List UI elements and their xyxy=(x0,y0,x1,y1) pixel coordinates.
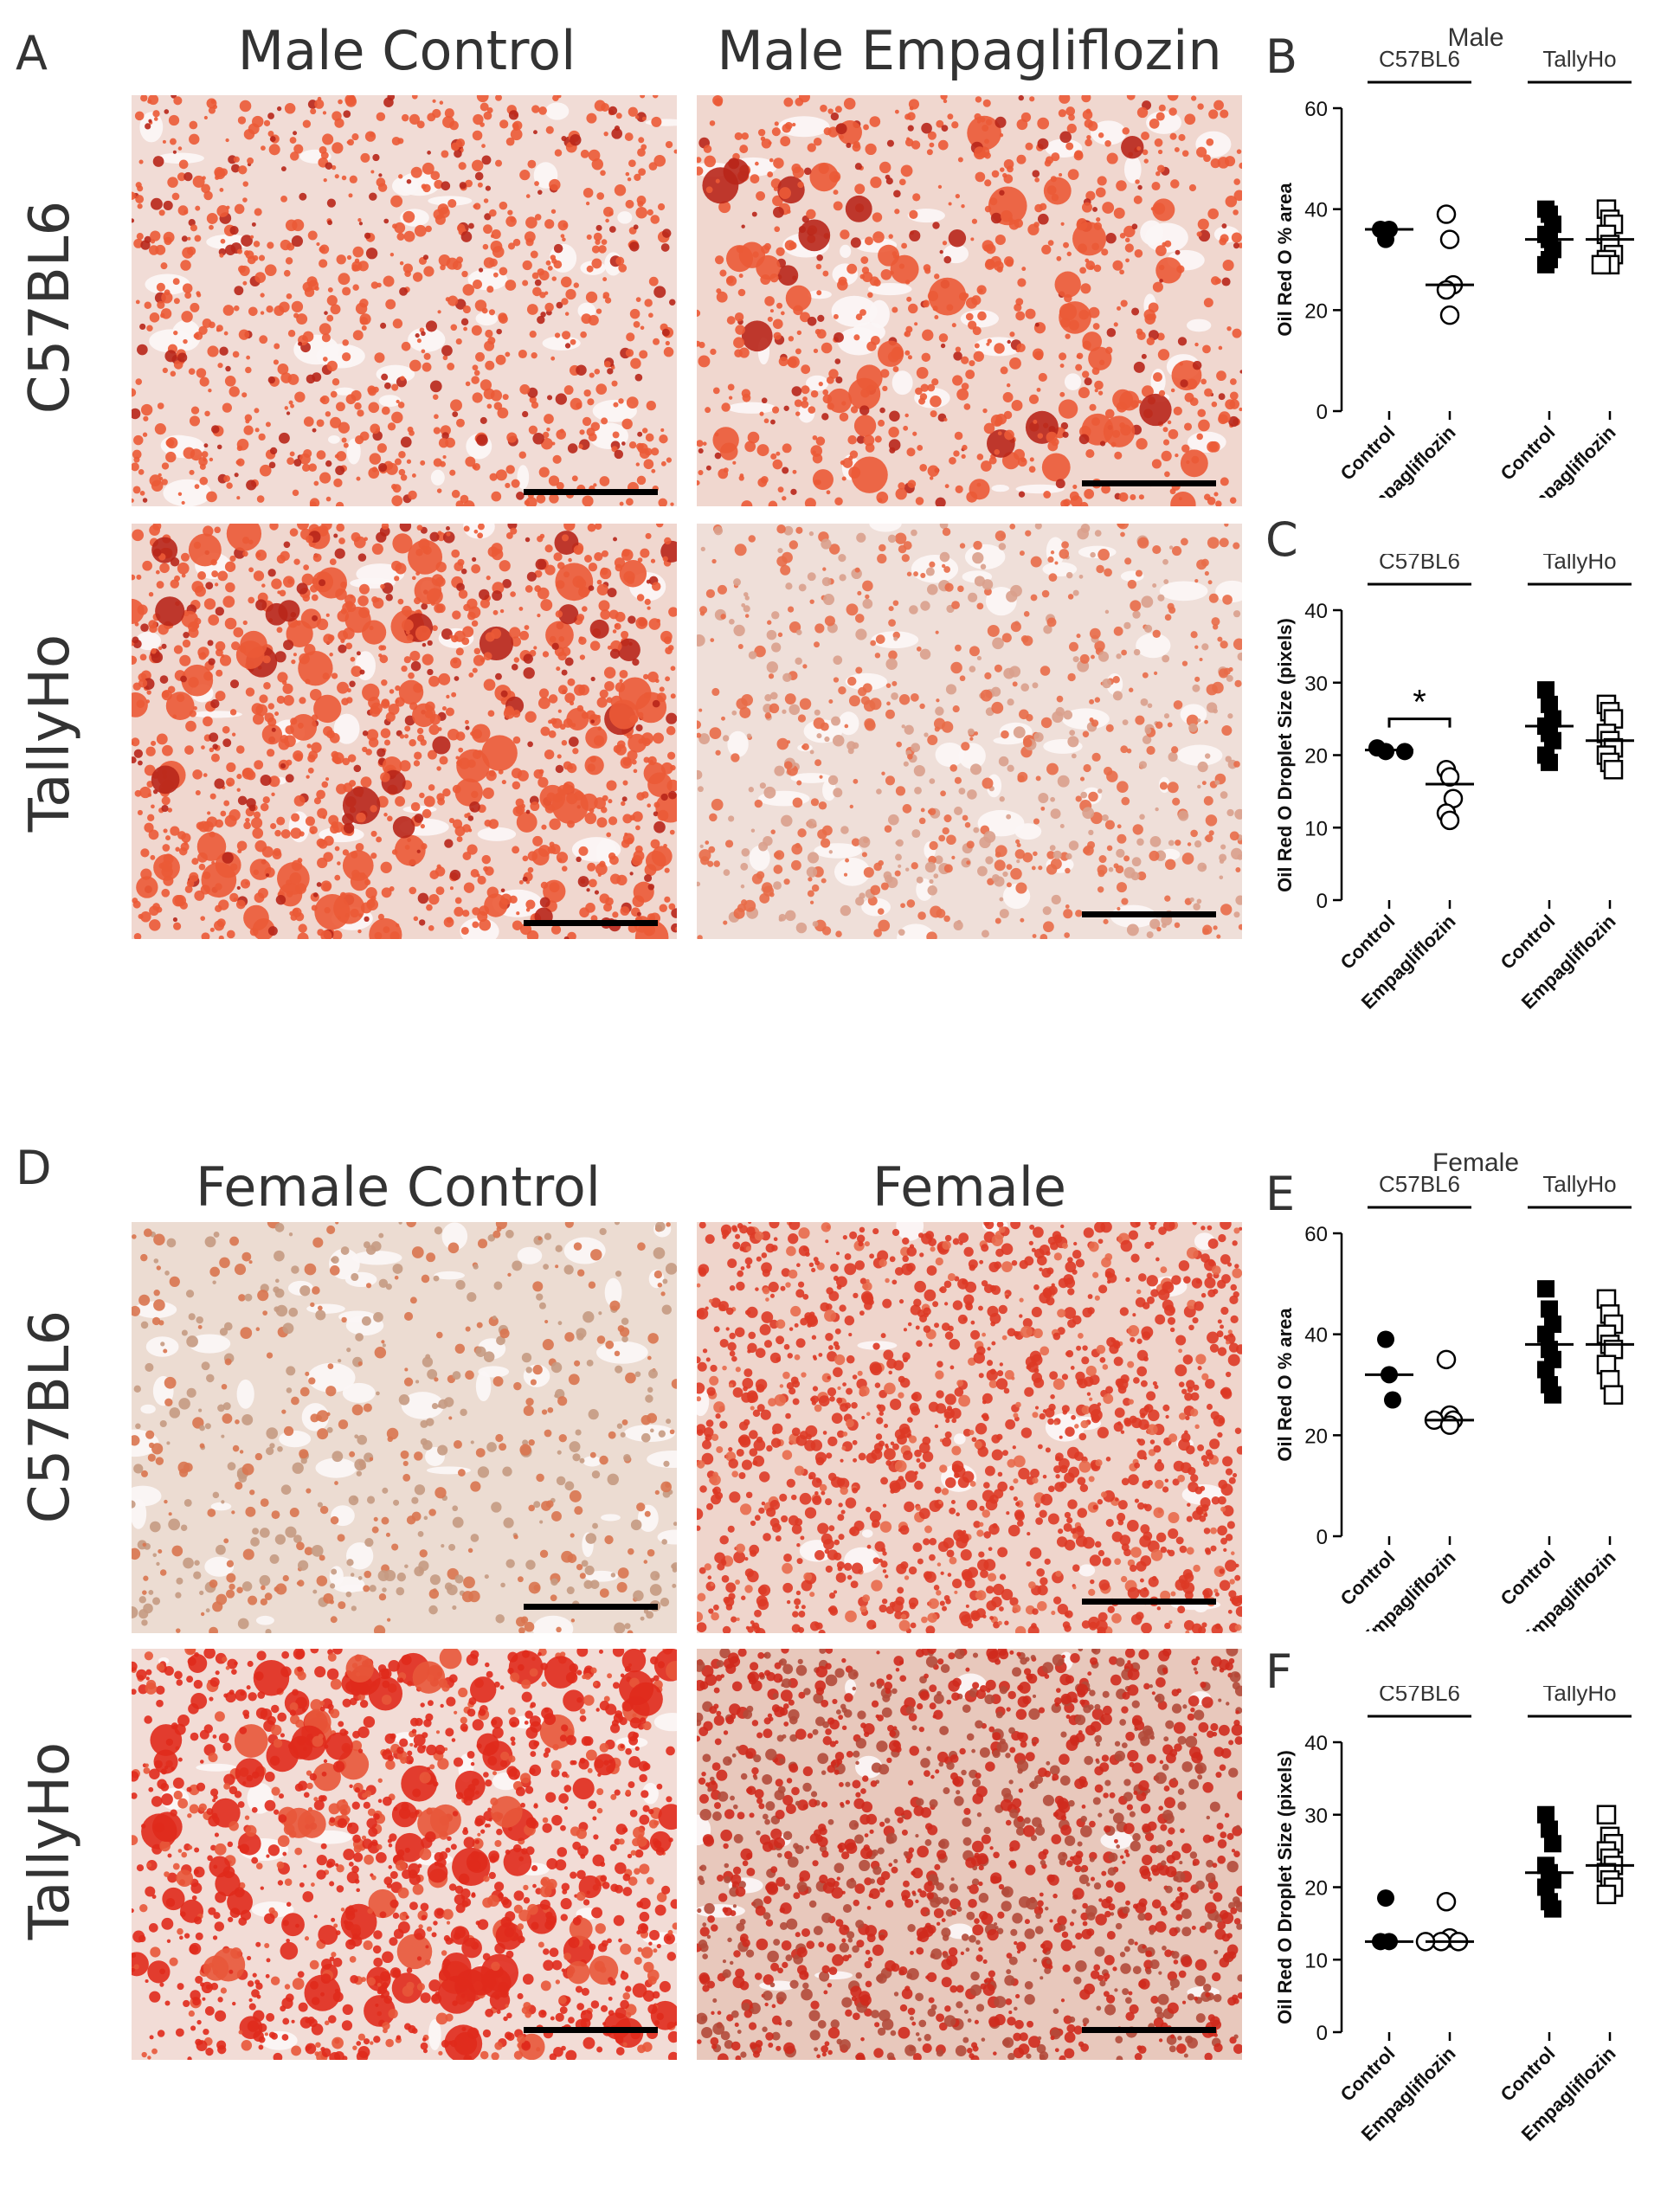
data-point xyxy=(1384,1391,1401,1409)
panel-letter-c: C xyxy=(1265,512,1298,567)
y-tick-label: 30 xyxy=(1304,1805,1328,1828)
y-tick-label: 20 xyxy=(1304,299,1328,323)
data-point xyxy=(1377,1889,1394,1908)
data-point xyxy=(1439,767,1460,787)
group-label: TallyHo xyxy=(1542,1686,1616,1706)
scale-bar xyxy=(524,489,658,495)
micrograph-female-control-c57bl6 xyxy=(132,1222,677,1633)
micrograph-male-control-c57bl6 xyxy=(132,95,677,506)
micrograph-male-empagliflozin-c57bl6 xyxy=(697,95,1242,506)
data-point xyxy=(1377,1330,1394,1348)
data-point xyxy=(1537,1878,1554,1896)
y-tick-label: 0 xyxy=(1316,1526,1328,1549)
data-point xyxy=(1596,1884,1617,1905)
chart-c-male-droplet-size: 0 10 20 30 40 Oil Red O Droplet Size (pixels)… xyxy=(1272,548,1670,1056)
data-point xyxy=(1537,1805,1554,1824)
row-title-male-tallyho: TallyHo xyxy=(18,634,82,833)
group-label: C57BL6 xyxy=(1379,46,1460,72)
data-point xyxy=(1537,1325,1554,1343)
y-tick-label: 0 xyxy=(1316,401,1328,424)
data-point xyxy=(1541,251,1558,268)
y-tick-label: 20 xyxy=(1304,1877,1328,1901)
group-label: C57BL6 xyxy=(1379,554,1460,574)
data-point xyxy=(1439,810,1460,831)
micrograph-female-control-tallyho xyxy=(132,1649,677,2060)
panel-letter-d: D xyxy=(16,1141,52,1195)
row-title-female-tallyho: TallyHo xyxy=(18,1741,82,1940)
scale-bar xyxy=(524,920,658,926)
row-title-female-c57bl6: C57BL6 xyxy=(18,1309,82,1524)
micrograph-male-empagliflozin-tallyho xyxy=(697,524,1242,939)
significance-star: * xyxy=(1413,684,1426,722)
y-axis-label: Oil Red O Droplet Size (pixels) xyxy=(1274,618,1296,892)
data-point xyxy=(1541,1820,1558,1838)
data-point xyxy=(1439,229,1460,249)
scale-bar xyxy=(1082,1599,1216,1605)
y-axis-label: Oil Red O % area xyxy=(1274,1308,1296,1462)
y-tick-label: 40 xyxy=(1304,600,1328,623)
y-tick-label: 60 xyxy=(1304,1223,1328,1246)
data-point xyxy=(1541,695,1558,713)
data-point xyxy=(1544,1835,1561,1853)
significance-bracket xyxy=(1387,717,1451,728)
data-point xyxy=(1537,1361,1554,1379)
scale-bar xyxy=(1082,911,1216,917)
group-label: C57BL6 xyxy=(1379,1686,1460,1706)
y-axis-label: Oil Red O % area xyxy=(1274,183,1296,337)
row-title-male-c57bl6: C57BL6 xyxy=(18,200,82,415)
chart-title: Male xyxy=(1447,23,1503,52)
data-point xyxy=(1603,760,1624,780)
data-point xyxy=(1396,743,1413,761)
group-label: TallyHo xyxy=(1542,1171,1616,1197)
chart-title: Female xyxy=(1432,1148,1519,1177)
y-tick-label: 10 xyxy=(1304,1949,1328,1972)
scale-bar xyxy=(524,1604,658,1610)
panel-letter-a: A xyxy=(16,26,48,80)
data-point xyxy=(1541,1300,1558,1318)
y-tick-label: 40 xyxy=(1304,1732,1328,1755)
y-tick-label: 60 xyxy=(1304,98,1328,121)
data-point xyxy=(1436,1349,1457,1370)
data-point xyxy=(1439,305,1460,325)
chart-e-female-oil-red-area: Female 0 20 40 60 Oil Red O % area Control Empa… xyxy=(1272,1138,1670,1650)
group-label: TallyHo xyxy=(1542,46,1616,72)
micrograph-female-empagliflozin-c57bl6 xyxy=(697,1222,1242,1633)
chart-f-female-droplet-size: 0 10 20 30 40 Oil Red O Droplet Size (pixels)… xyxy=(1272,1680,1670,2188)
y-tick-label: 30 xyxy=(1304,672,1328,696)
micrograph-male-control-tallyho xyxy=(132,524,677,939)
panel-letter-e: E xyxy=(1265,1167,1296,1221)
data-point xyxy=(1541,753,1558,771)
data-point xyxy=(1544,1386,1561,1404)
scale-bar xyxy=(1082,2027,1216,2033)
y-tick-label: 40 xyxy=(1304,199,1328,222)
panel-letter-f: F xyxy=(1265,1644,1293,1699)
group-label: TallyHo xyxy=(1542,554,1616,574)
data-point xyxy=(1368,739,1386,757)
data-point xyxy=(1436,1892,1457,1912)
chart-b-male-oil-red-area: Male 0 20 40 60 Oil Red O % area Control Empagl… xyxy=(1272,13,1670,524)
scale-bar xyxy=(524,2027,658,2033)
column-title-female-control: Female Control xyxy=(196,1155,601,1219)
column-title-male-control: Male Control xyxy=(237,19,576,82)
y-tick-label: 10 xyxy=(1304,817,1328,840)
y-tick-label: 20 xyxy=(1304,1425,1328,1448)
scale-bar xyxy=(1082,480,1216,486)
group-label: C57BL6 xyxy=(1379,1171,1460,1197)
panel-letter-b: B xyxy=(1265,29,1298,84)
y-tick-label: 20 xyxy=(1304,745,1328,769)
data-point xyxy=(1436,204,1457,224)
data-point xyxy=(1596,1805,1617,1824)
y-tick-label: 40 xyxy=(1304,1324,1328,1348)
data-point xyxy=(1603,1385,1624,1405)
data-point xyxy=(1537,1280,1554,1298)
data-point xyxy=(1544,731,1561,750)
data-point xyxy=(1537,681,1554,699)
y-tick-label: 0 xyxy=(1316,890,1328,913)
data-point xyxy=(1591,254,1612,275)
y-axis-label: Oil Red O Droplet Size (pixels) xyxy=(1274,1750,1296,2024)
y-tick-label: 0 xyxy=(1316,2022,1328,2045)
column-title-male-empagliflozin: Male Empagliflozin xyxy=(717,19,1222,82)
micrograph-female-empagliflozin-tallyho xyxy=(697,1649,1242,2060)
data-point xyxy=(1544,1900,1561,1918)
